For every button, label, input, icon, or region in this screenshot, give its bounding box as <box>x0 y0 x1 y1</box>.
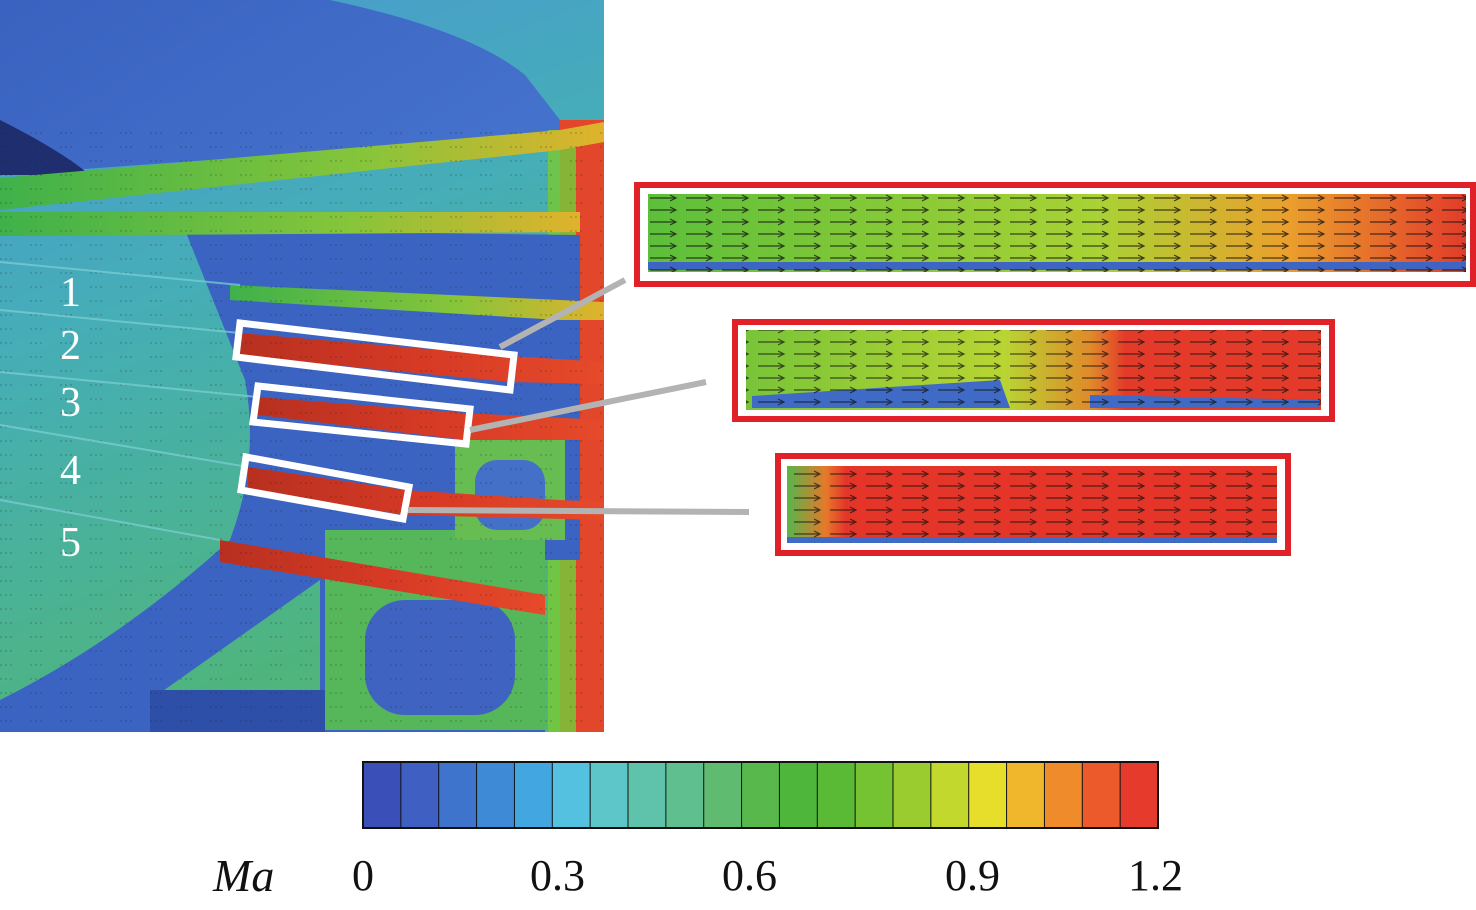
zoom-panel-2 <box>732 319 1335 422</box>
colorbar-swatch-2 <box>438 761 478 829</box>
section-lines <box>0 261 259 541</box>
colorbar-swatch-15 <box>930 761 970 829</box>
colorbar-tick-4: 1.2 <box>1128 851 1183 900</box>
highlight-boxes <box>232 319 518 524</box>
colorbar-swatch-6 <box>589 761 630 829</box>
colorbar-swatch-12 <box>816 761 857 829</box>
colorbar-swatch-18 <box>1043 761 1084 829</box>
colorbar-swatch-4 <box>513 761 554 829</box>
highlight-box-2 <box>232 319 518 394</box>
colorbar-swatch-7 <box>627 761 667 829</box>
colorbar-swatch-17 <box>1006 761 1046 829</box>
nozzle-label-5: 5 <box>60 520 81 566</box>
colorbar-tick-2: 0.6 <box>722 851 777 900</box>
nozzle-label-1: 1 <box>60 270 81 316</box>
colorbar-swatch-9 <box>703 761 743 829</box>
leader-line-1 <box>498 277 627 350</box>
leader-line-2 <box>469 379 707 433</box>
colorbar-swatch-8 <box>665 761 705 829</box>
leader-lines <box>407 277 750 515</box>
colorbar-tick-1: 0.3 <box>530 851 585 900</box>
colorbar-swatch-13 <box>854 761 895 829</box>
colorbar-swatch-20 <box>1119 761 1159 829</box>
colorbar-variable-label: Ma <box>213 850 275 901</box>
highlight-box-4 <box>237 452 414 524</box>
colorbar-swatch-3 <box>476 761 516 829</box>
cfd-3d-view <box>0 0 750 732</box>
nozzle-label-2: 2 <box>60 323 81 369</box>
colorbar-tick-0: 0 <box>352 851 374 900</box>
colorbar-swatch-0 <box>362 761 402 829</box>
colorbar-swatch-11 <box>778 761 819 829</box>
nozzle-label-3: 3 <box>60 380 81 426</box>
leader-line-3 <box>407 507 750 515</box>
zoom-panel-3 <box>775 453 1291 556</box>
colorbar-swatch-14 <box>892 761 932 829</box>
colorbar-swatch-19 <box>1081 761 1122 829</box>
nozzle-label-4: 4 <box>60 448 81 494</box>
colorbar-swatch-1 <box>400 761 440 829</box>
colorbar-swatch-10 <box>741 761 781 829</box>
colorbar-tick-3: 0.9 <box>945 851 1000 900</box>
colorbar-swatch-16 <box>968 761 1008 829</box>
zoom-panel-1 <box>634 182 1476 287</box>
colorbar <box>362 761 1159 829</box>
highlight-box-3 <box>249 382 474 448</box>
colorbar-swatch-5 <box>551 761 592 829</box>
colorbar-frame <box>362 761 1159 829</box>
